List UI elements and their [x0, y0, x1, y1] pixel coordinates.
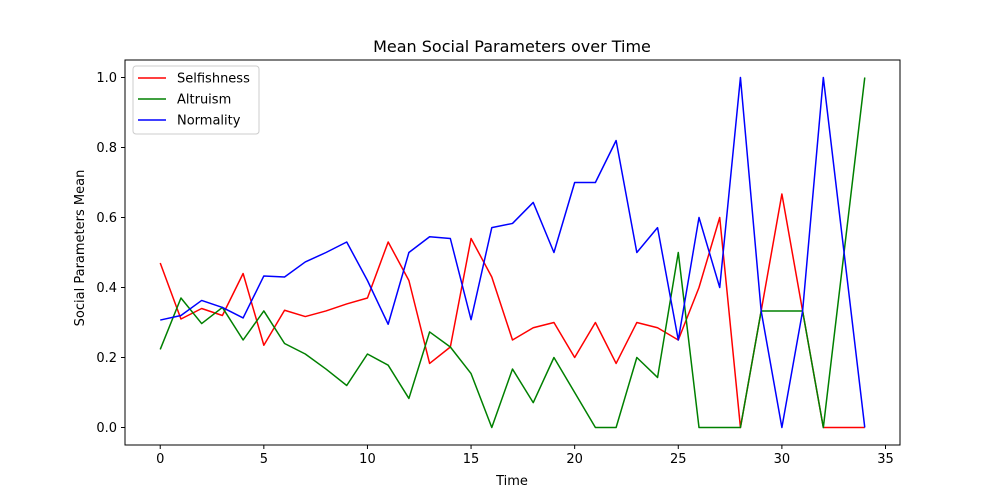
y-axis-title: Social Parameters Mean [73, 170, 88, 327]
y-tick-label: 1.0 [96, 71, 117, 86]
legend-label-selfishness: Selfishness [177, 72, 250, 87]
x-tick-label: 15 [463, 452, 480, 467]
y-tick-label: 0.6 [96, 211, 117, 226]
legend-box [132, 65, 260, 135]
x-tick-label: 30 [774, 452, 791, 467]
x-tick-label: 0 [156, 452, 164, 467]
x-axis-title: Time [495, 474, 528, 489]
series-line-normality [160, 76, 866, 429]
plot-area [159, 76, 866, 429]
series-line-altruism [159, 77, 866, 429]
x-tick-label: 35 [877, 452, 894, 467]
x-tick-label: 25 [670, 452, 687, 467]
axes-frame [124, 59, 901, 446]
y-tick-label: 0.8 [96, 141, 117, 156]
legend: Selfishness Altruism Normality [132, 65, 260, 135]
y-tick-label: 0.2 [96, 351, 117, 366]
chart-title: Mean Social Parameters over Time [373, 37, 651, 56]
y-tick-label: 0.4 [96, 281, 117, 296]
x-tick-label: 20 [566, 452, 583, 467]
legend-label-normality: Normality [177, 114, 241, 129]
legend-label-altruism: Altruism [177, 93, 231, 108]
x-tick-label: 10 [359, 452, 376, 467]
y-tick-label: 0.0 [96, 421, 117, 436]
axes: 0 5 10 15 20 25 30 35 0.0 0.2 0.4 0.6 0.8 1.0 [96, 59, 901, 467]
x-tick-label: 5 [260, 452, 268, 467]
